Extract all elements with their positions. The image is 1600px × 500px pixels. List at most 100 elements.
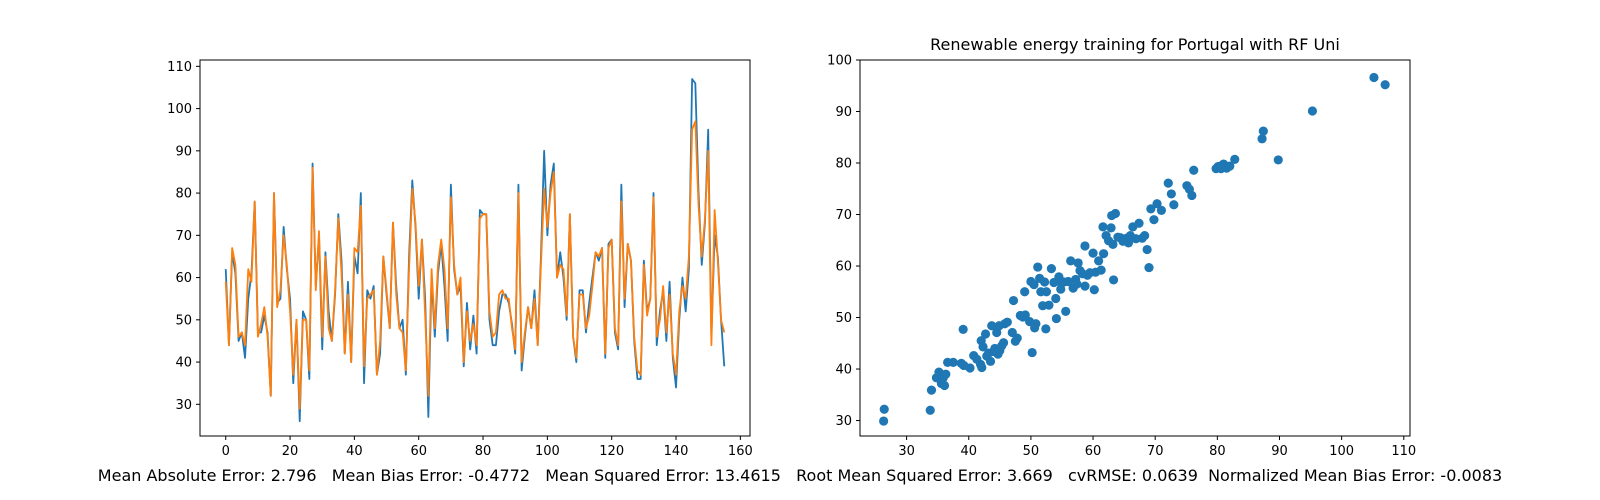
right-xtick-label: 90 [1271, 444, 1288, 459]
scatter-point [1108, 239, 1118, 249]
scatter-point [1140, 231, 1150, 241]
scatter-point [1020, 287, 1030, 297]
left-ytick-label: 100 [167, 102, 192, 117]
scatter-point [879, 404, 889, 414]
left-xtick-label: 0 [222, 444, 230, 459]
scatter-point [1031, 319, 1041, 329]
scatter-point [1273, 155, 1283, 165]
scatter-point [1051, 293, 1061, 304]
left-xtick-label: 140 [664, 444, 689, 459]
scatter-point [1088, 248, 1098, 258]
scatter-point [939, 380, 950, 391]
scatter-point [1156, 205, 1167, 215]
right-xtick-label: 50 [1023, 444, 1040, 459]
error-metrics-text: Mean Absolute Error: 2.796 Mean Bias Err… [97, 466, 1503, 485]
scatter-point [1107, 210, 1117, 221]
left-xtick-label: 80 [475, 444, 492, 459]
left-xtick-label: 120 [599, 444, 624, 459]
scatter-chart: Renewable energy training for Portugal w… [827, 35, 1416, 459]
scatter-point [1380, 80, 1390, 90]
left-ytick-label: 40 [175, 356, 192, 371]
right-xtick-label: 40 [960, 444, 977, 459]
scatter-point [941, 369, 951, 379]
scatter-point [1149, 215, 1159, 225]
left-xtick-label: 40 [346, 444, 363, 459]
scatter-point [1230, 154, 1240, 165]
right-ytick-label: 40 [835, 363, 852, 378]
scatter-point [1027, 347, 1037, 358]
scatter-chart-title: Renewable energy training for Portugal w… [930, 35, 1340, 54]
y-axis-left: 30 40 50 60 70 80 90 100 110 [167, 60, 200, 413]
scatter-point [1108, 275, 1119, 285]
scatter-point [1020, 310, 1030, 320]
scatter-point [1146, 204, 1156, 214]
scatter-point [965, 363, 975, 373]
scatter-point [1089, 285, 1099, 295]
left-ytick-label: 110 [167, 60, 192, 75]
right-xtick-label: 60 [1085, 444, 1102, 459]
scatter-point [1099, 249, 1109, 259]
left-xtick-label: 20 [282, 444, 299, 459]
scatter-point [1120, 235, 1130, 245]
scatter-point [1142, 244, 1152, 255]
right-ytick-label: 60 [835, 260, 852, 275]
plot-frame-left [199, 59, 751, 437]
scatter-point [1056, 284, 1066, 294]
scatter-point [1008, 295, 1019, 306]
left-ytick-label: 50 [175, 313, 192, 328]
scatter-point [1051, 313, 1061, 324]
scatter-point [1163, 178, 1173, 188]
scatter-point [925, 405, 935, 415]
right-xtick-label: 30 [898, 444, 915, 459]
scatter-point [998, 338, 1009, 348]
left-ytick-label: 80 [175, 187, 192, 202]
right-xtick-label: 100 [1329, 444, 1354, 459]
scatter-points [879, 72, 1390, 426]
scatter-point [1041, 287, 1052, 297]
left-ytick-label: 30 [175, 398, 192, 413]
scatter-point [1002, 317, 1012, 327]
scatter-point [1063, 276, 1073, 287]
scatter-point [1257, 134, 1267, 144]
scatter-point [1080, 241, 1090, 251]
scatter-point [1080, 281, 1090, 291]
y-axis-right: 30 40 50 60 70 80 90 100 [827, 54, 860, 429]
scatter-point [1258, 126, 1268, 136]
right-xtick-label: 70 [1147, 444, 1164, 459]
left-xtick-label: 100 [535, 444, 560, 459]
left-xtick-label: 60 [410, 444, 427, 459]
scatter-point [1026, 276, 1036, 287]
scatter-point [994, 321, 1004, 331]
scatter-point [1144, 262, 1154, 273]
scatter-point [1061, 306, 1071, 316]
scatter-point [977, 362, 987, 373]
left-ytick-label: 70 [175, 229, 192, 244]
right-xtick-label: 110 [1391, 444, 1416, 459]
left-xtick-label: 160 [728, 444, 753, 459]
scatter-point [1216, 164, 1226, 174]
scatter-point [976, 336, 986, 346]
right-ytick-label: 30 [835, 414, 852, 429]
scatter-point [1046, 264, 1057, 274]
scatter-point [1039, 277, 1050, 287]
x-axis-left: 0 20 40 60 80 100 120 140 160 [222, 436, 753, 459]
scatter-point [1066, 256, 1076, 266]
right-ytick-label: 90 [835, 105, 852, 120]
scatter-point [985, 356, 996, 366]
scatter-point [1166, 189, 1176, 199]
scatter-point [1152, 199, 1162, 209]
scatter-point [958, 324, 968, 334]
plot-frame-right [859, 59, 1411, 437]
scatter-point [1007, 327, 1017, 338]
line-chart: 0 20 40 60 80 100 120 140 160 30 40 50 60 70 80 90 100 1… [167, 59, 753, 459]
scatter-point [1094, 256, 1104, 266]
right-ytick-label: 70 [835, 208, 852, 223]
left-ytick-label: 90 [175, 144, 192, 159]
scatter-point [1307, 106, 1318, 116]
right-xtick-label: 80 [1209, 444, 1226, 459]
scatter-point [879, 416, 889, 426]
scatter-point [943, 357, 953, 367]
scatter-point [1187, 190, 1197, 201]
scatter-point [980, 329, 991, 339]
scatter-point [1106, 223, 1116, 233]
